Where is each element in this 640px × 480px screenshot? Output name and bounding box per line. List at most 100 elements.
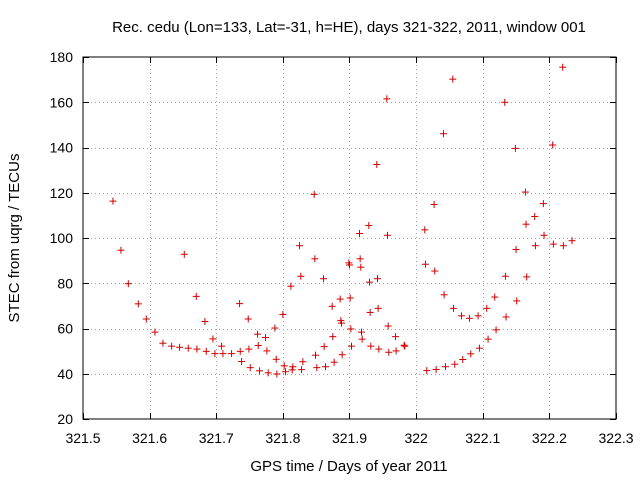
data-point [502,313,510,321]
data-point [531,242,539,250]
data-point [439,130,447,138]
x-axis-label: GPS time / Days of year 2011 [250,458,447,475]
data-point [365,222,373,230]
data-point [299,358,307,366]
y-tick-label: 140 [50,140,74,156]
data-point [431,267,439,275]
data-point [201,317,209,325]
data-point [384,322,392,330]
data-point [441,363,449,371]
data-point [329,333,337,341]
x-tick-label: 322.3 [598,430,633,446]
data-point [549,141,557,149]
data-point [521,188,529,196]
data-point [109,197,117,205]
data-point [336,295,344,303]
data-point [449,304,457,312]
data-point [432,365,440,373]
data-point [392,347,400,355]
data-point [423,367,431,375]
data-point [357,263,365,271]
data-point [483,304,491,312]
y-tick-labels: 20 40 60 80 100 120 140 160 180 [50,49,74,427]
chart-title: Rec. cedu (Lon=133, Lat=-31, h=HE), days… [112,19,586,36]
data-point [373,160,381,168]
data-point [134,300,142,308]
data-point [457,312,465,320]
data-point [492,326,500,334]
data-point [513,297,521,305]
grid-lines [83,57,616,419]
data-point [347,325,355,333]
data-point [211,350,219,358]
data-point [440,291,448,299]
data-point [297,272,305,280]
y-tick-label: 100 [50,230,74,246]
data-point [298,366,306,374]
data-point [357,328,365,336]
data-point [491,293,499,301]
data-point [279,310,287,318]
data-point [312,351,320,359]
data-point [263,347,271,355]
data-point [218,342,226,350]
data-point [358,335,366,343]
data-point [168,342,176,350]
data-point [531,213,539,221]
data-point [421,260,429,268]
data-point [236,300,244,308]
data-point [449,75,457,83]
x-tick-label: 321.8 [265,430,300,446]
data-point [311,255,319,263]
data-point [272,355,280,363]
data-point [256,367,264,375]
data-point [451,360,459,368]
data-point [375,345,383,353]
data-point [124,280,132,288]
data-point [151,328,159,336]
data-point [280,362,288,370]
data-point [467,350,475,358]
data-point [262,334,270,342]
data-point [310,190,318,198]
data-point [282,368,290,376]
data-point [219,350,227,358]
y-tick-label: 40 [57,366,73,382]
data-point [549,240,557,248]
data-point [346,294,354,302]
data-point [228,350,236,358]
data-point [202,347,210,355]
x-tick-label: 322.2 [532,430,567,446]
data-point [373,275,381,283]
x-tick-label: 322 [404,430,428,446]
data-point [245,345,253,353]
data-point [391,333,399,341]
data-point [338,351,346,359]
data-point [400,341,408,349]
data-point [159,339,167,347]
data-point [254,341,262,349]
data-point [176,343,184,351]
data-point [474,312,482,320]
data-point [459,355,467,363]
data-point [296,242,304,250]
data-point [367,342,375,350]
data-point [383,95,391,103]
data-point [523,273,531,281]
data-point [346,261,353,269]
data-point [484,335,492,343]
data-point [209,335,217,343]
data-point [254,330,262,338]
data-points [109,63,576,378]
data-point [320,275,328,283]
x-tick-label: 321.6 [132,430,167,446]
data-point [244,315,252,323]
x-tick-label: 321.9 [332,430,367,446]
data-point [238,358,246,366]
data-point [142,315,150,323]
data-point [271,324,279,332]
data-point [511,144,519,152]
x-tick-label: 321.7 [199,430,234,446]
data-point [264,369,272,377]
